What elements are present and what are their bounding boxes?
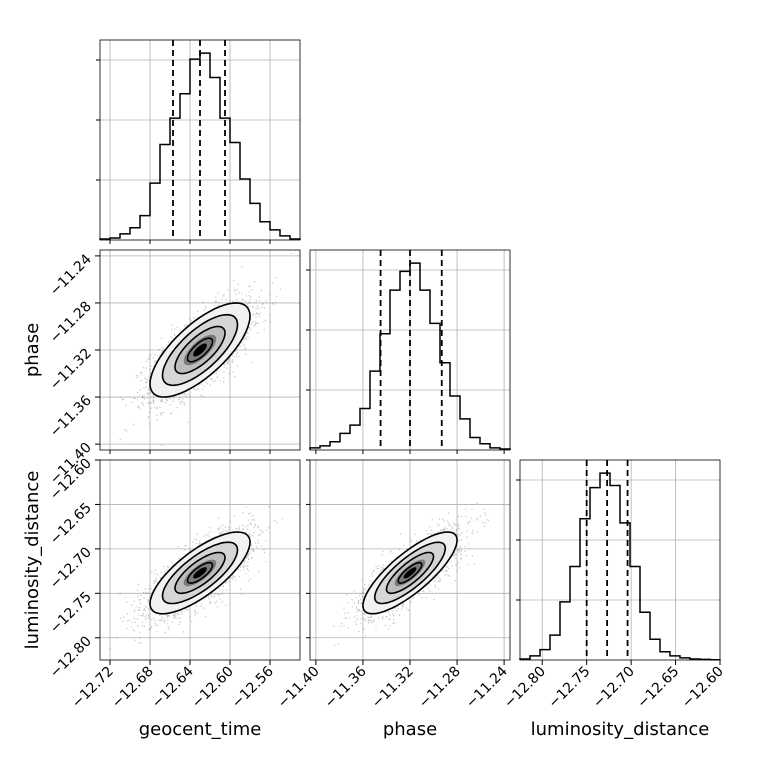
y-tick-label: −12.65: [47, 500, 95, 548]
density-fill: [150, 532, 250, 614]
y-axis-label-luminosity_distance: luminosity_distance: [22, 471, 43, 650]
contour-line: [161, 541, 239, 605]
x-tick-label: −12.60: [679, 664, 727, 712]
y-tick-label: −12.75: [47, 589, 95, 637]
contour-line: [385, 551, 435, 595]
y-tick-label: −11.36: [47, 393, 95, 441]
contour-line: [186, 561, 214, 584]
x-tick-label: −11.40: [275, 664, 323, 712]
density-core: [193, 343, 207, 357]
contour-line: [373, 541, 447, 605]
x-tick-label: −11.36: [322, 663, 370, 711]
x-tick-label: −12.80: [501, 664, 549, 712]
contour-line: [174, 551, 226, 595]
x-tick-label: −12.65: [634, 664, 682, 712]
density-core: [403, 567, 417, 579]
density-fill: [150, 302, 250, 398]
x-tick-label: −12.72: [69, 664, 117, 712]
panel-frame: [99, 459, 301, 661]
y-tick-label: −12.80: [47, 633, 95, 681]
x-tick-label: −12.75: [546, 664, 594, 712]
contour-line: [149, 531, 251, 615]
panel-frame-geocent_time: [99, 39, 301, 241]
y-tick-label: −11.28: [47, 298, 95, 346]
x-tick-label: −11.24: [463, 663, 511, 711]
x-axis-label-geocent_time: geocent_time: [139, 719, 262, 740]
x-tick-label: −11.28: [416, 664, 464, 712]
histogram-geocent_time: [99, 52, 301, 240]
x-tick-label: −12.70: [590, 664, 638, 712]
joint-panel-phase-luminosity_distance: [309, 459, 511, 661]
contour-line: [161, 313, 239, 387]
x-axis-label-luminosity_distance: luminosity_distance: [531, 719, 710, 740]
histogram-luminosity_distance: [519, 472, 721, 661]
joint-panel-geocent_time-luminosity_distance: [99, 459, 301, 661]
x-tick-label: −12.60: [189, 664, 237, 712]
y-tick-label: −12.70: [47, 544, 95, 592]
x-axis-label-phase: phase: [383, 719, 437, 740]
joint-panel-geocent_time-phase: [99, 249, 301, 451]
contour-line: [397, 561, 423, 584]
x-tick-label: −11.32: [369, 664, 417, 712]
x-tick-label: −12.68: [109, 664, 157, 712]
density-core: [193, 567, 207, 579]
x-tick-label: −12.56: [229, 663, 277, 711]
contour-line: [174, 325, 226, 375]
contour-line: [186, 337, 214, 363]
y-tick-label: −11.24: [47, 251, 95, 299]
contour-line: [149, 302, 251, 398]
y-tick-label: −11.32: [47, 346, 95, 394]
y-axis-label-phase: phase: [22, 323, 43, 377]
histogram-phase: [309, 262, 511, 450]
x-tick-label: −12.64: [149, 663, 197, 711]
contour-line: [362, 531, 458, 615]
panel-frame-luminosity_distance: [519, 459, 721, 661]
